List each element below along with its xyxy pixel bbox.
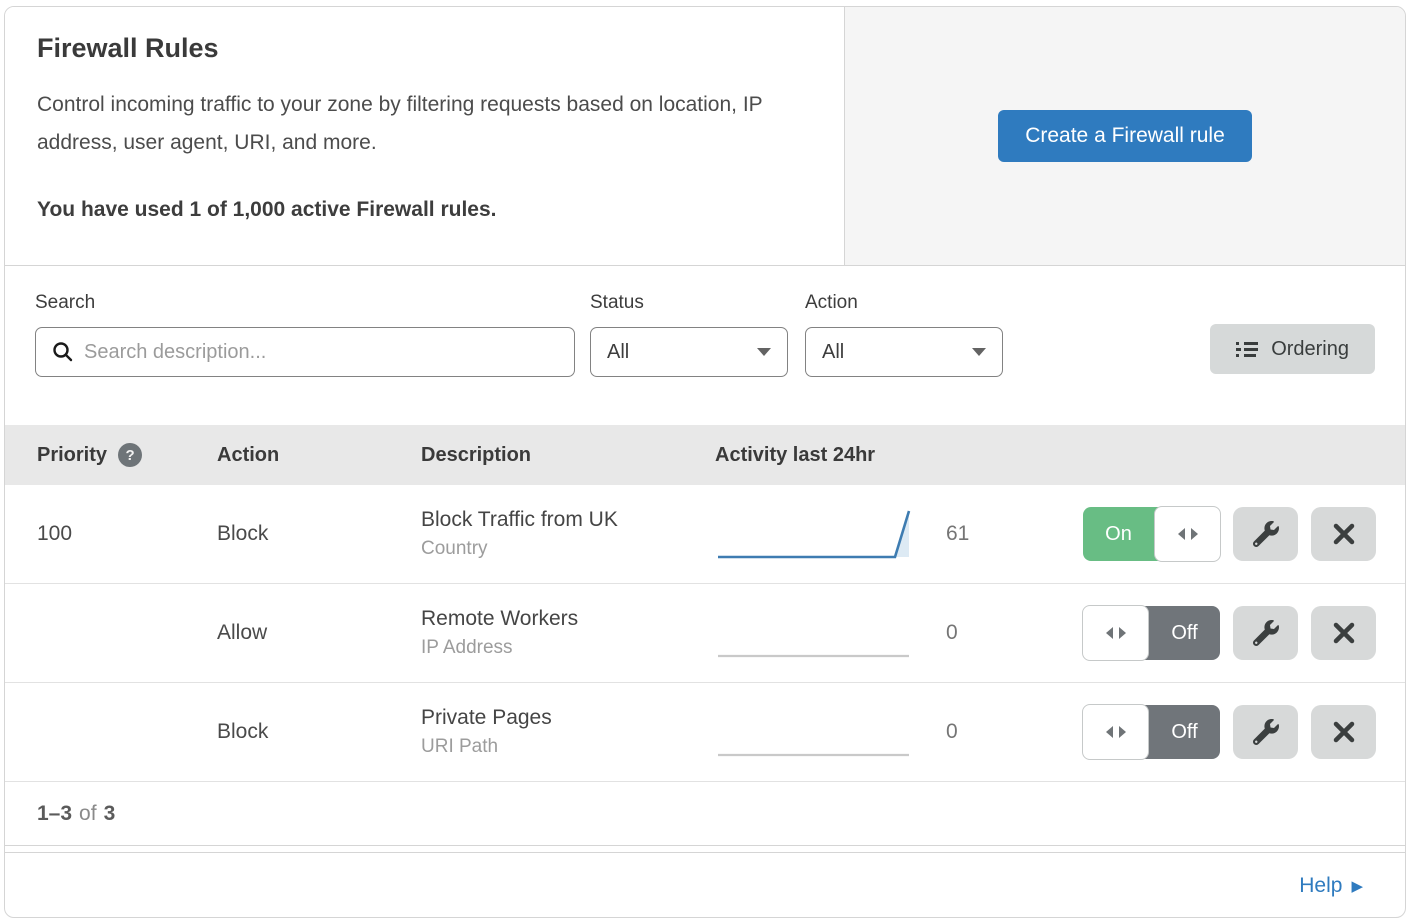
table-row: 100 Block Block Traffic from UK Country … [5, 485, 1405, 584]
table-row: Block Private Pages URI Path 0 Off [5, 683, 1405, 782]
chevron-right-icon: ▶ [1351, 877, 1363, 895]
action-label: Action [805, 292, 858, 313]
pagination-range: 1–3 [37, 801, 73, 825]
table-row: Allow Remote Workers IP Address 0 Off [5, 584, 1405, 683]
header-section: Firewall Rules Control incoming traffic … [5, 7, 1405, 266]
priority-cell: 100 [37, 522, 73, 545]
rule-description: Private Pages [421, 706, 552, 729]
status-group: Status All [590, 292, 788, 377]
activity-sparkline [715, 701, 920, 763]
create-firewall-rule-button[interactable]: Create a Firewall rule [998, 110, 1252, 162]
toggle-state-label: Off [1171, 720, 1198, 743]
description-cell: Block Traffic from UK Country [421, 508, 715, 560]
status-label: Status [590, 292, 644, 313]
help-link[interactable]: Help ▶ [1299, 874, 1363, 898]
delete-rule-button[interactable] [1311, 606, 1376, 660]
activity-count: 0 [946, 720, 958, 743]
rule-description: Remote Workers [421, 607, 579, 630]
chevron-down-icon [972, 348, 986, 356]
help-link-label: Help [1299, 873, 1343, 897]
edit-rule-button[interactable] [1233, 606, 1298, 660]
x-icon [1333, 721, 1354, 743]
action-selected-value: All [822, 340, 845, 363]
status-selected-value: All [607, 340, 630, 363]
ordering-button-label: Ordering [1271, 337, 1349, 360]
rule-enabled-toggle[interactable]: Off [1082, 704, 1220, 760]
rule-match-type: Country [421, 538, 488, 559]
triangle-left-icon [1105, 726, 1113, 738]
toggle-handle[interactable] [1154, 506, 1221, 562]
ordering-button[interactable]: Ordering [1210, 324, 1375, 374]
column-activity: Activity last 24hr [715, 443, 876, 466]
triangle-right-icon [1118, 627, 1126, 639]
edit-rule-button[interactable] [1233, 507, 1298, 561]
rule-enabled-toggle[interactable]: Off [1082, 605, 1220, 661]
pagination-of-label: of [79, 801, 97, 825]
wrench-icon [1252, 521, 1279, 547]
activity-count: 61 [946, 522, 970, 545]
question-mark-icon[interactable]: ? [118, 443, 143, 467]
help-footer: Help ▶ [5, 852, 1405, 917]
description-cell: Remote Workers IP Address [421, 607, 715, 659]
activity-sparkline [715, 602, 920, 664]
status-select[interactable]: All [590, 327, 788, 377]
delete-rule-button[interactable] [1311, 705, 1376, 759]
priority-header-label: Priority [37, 443, 108, 466]
rule-description: Block Traffic from UK [421, 508, 618, 531]
header-action-panel: Create a Firewall rule [845, 7, 1405, 265]
wrench-icon [1252, 719, 1279, 745]
ordering-list-icon [1236, 342, 1259, 357]
column-action: Action [217, 443, 280, 466]
toggle-state-label: Off [1171, 621, 1198, 644]
rule-match-type: IP Address [421, 637, 513, 658]
rule-match-type: URI Path [421, 736, 499, 757]
pagination-total: 3 [103, 801, 116, 825]
action-select[interactable]: All [805, 327, 1003, 377]
triangle-right-icon [1190, 528, 1198, 540]
toggle-handle[interactable] [1082, 605, 1149, 661]
x-icon [1333, 622, 1354, 644]
triangle-right-icon [1118, 726, 1126, 738]
action-cell: Block [217, 720, 269, 743]
delete-rule-button[interactable] [1311, 507, 1376, 561]
column-priority: Priority ? [37, 443, 217, 467]
filter-bar: Search Status All Action All [5, 266, 1405, 425]
action-cell: Allow [217, 621, 268, 644]
search-icon [53, 342, 73, 362]
search-group: Search [35, 292, 575, 377]
activity-count: 0 [946, 621, 958, 644]
column-description: Description [421, 443, 532, 466]
page-description: Control incoming traffic to your zone by… [37, 93, 763, 154]
rule-enabled-toggle[interactable]: On [1083, 506, 1221, 562]
search-label: Search [35, 292, 96, 313]
action-cell: Block [217, 522, 269, 545]
description-cell: Private Pages URI Path [421, 706, 715, 758]
header-text-panel: Firewall Rules Control incoming traffic … [5, 7, 845, 265]
row-controls: Off [1010, 605, 1405, 661]
triangle-left-icon [1105, 627, 1113, 639]
wrench-icon [1252, 620, 1279, 646]
page-title: Firewall Rules [37, 33, 219, 63]
triangle-left-icon [1177, 528, 1185, 540]
search-box [35, 327, 575, 377]
chevron-down-icon [757, 348, 771, 356]
usage-summary: You have used 1 of 1,000 active Firewall… [37, 198, 497, 221]
toggle-state-label: On [1105, 522, 1132, 545]
action-group: Action All [805, 292, 1003, 377]
search-input[interactable] [84, 328, 574, 376]
divider [5, 846, 1405, 852]
firewall-rules-card: Firewall Rules Control incoming traffic … [4, 6, 1406, 918]
row-controls: Off [1010, 704, 1405, 760]
table-header: Priority ? Action Description Activity l… [5, 425, 1405, 485]
row-controls: On [1010, 506, 1405, 562]
pagination-bar: 1–3 of 3 [5, 782, 1405, 846]
toggle-handle[interactable] [1082, 704, 1149, 760]
edit-rule-button[interactable] [1233, 705, 1298, 759]
activity-sparkline [715, 503, 920, 565]
x-icon [1333, 523, 1354, 545]
